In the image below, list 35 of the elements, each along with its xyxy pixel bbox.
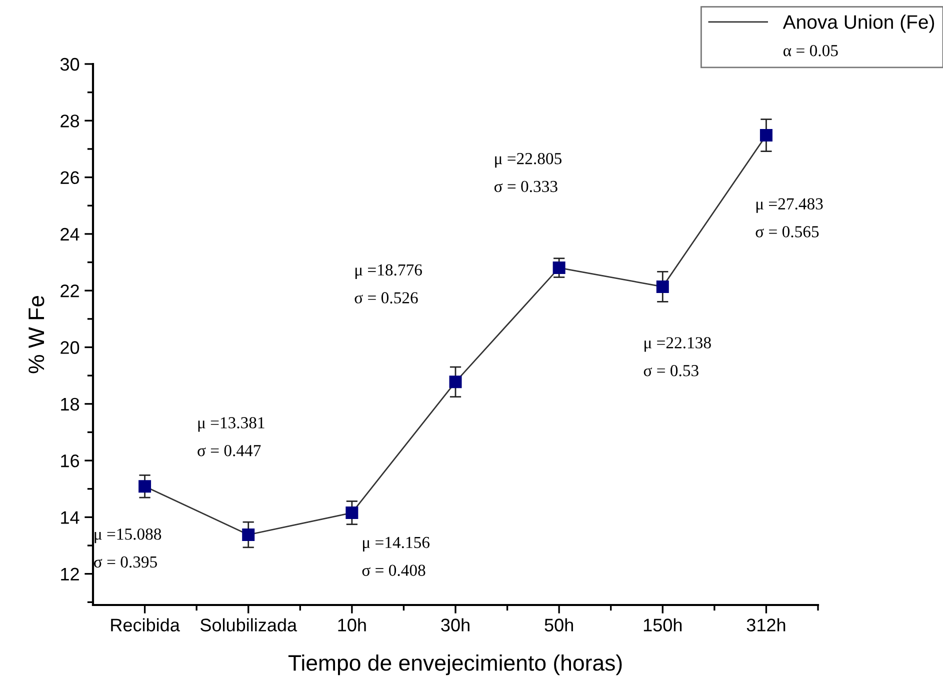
annotation: μ =14.156 σ = 0.408 (362, 536, 430, 576)
point (242, 528, 255, 541)
y-axis-title: % W Fe (28, 296, 44, 374)
y-tick-label: 16 (61, 454, 80, 468)
y-tick-label: 30 (60, 58, 80, 71)
y-tick-label: 12 (61, 568, 79, 580)
point (760, 129, 772, 142)
x-tick-label: Recibida (111, 618, 180, 632)
annotation: μ =15.088 σ = 0.395 (94, 528, 162, 568)
point (449, 376, 462, 388)
point (346, 506, 358, 520)
annotation: μ =27.483 σ = 0.565 (756, 198, 823, 238)
legend-label: Anova Union (Fe) (782, 14, 934, 33)
annotation: μ =22.138 σ = 0.53 (644, 337, 711, 376)
y-tick-label: 26 (60, 171, 80, 184)
annotation: μ =22.805 σ = 0.333 (494, 152, 562, 192)
point (552, 262, 566, 274)
y-tick-label: 20 (60, 341, 80, 354)
x-tick-label: 312h (746, 618, 786, 632)
y-tick-label: 18 (61, 398, 80, 411)
x-tick-label: 150h (644, 618, 682, 632)
y-tick-label: 22 (60, 284, 79, 298)
point (656, 280, 669, 293)
x-tick-label: 30h (441, 618, 470, 632)
x-tick-label: Solubilizada (200, 618, 298, 632)
y-tick-label: 24 (60, 228, 80, 240)
point (138, 480, 152, 493)
y-tick-label: 28 (60, 114, 80, 128)
annotation: μ =18.776 σ = 0.526 (354, 264, 422, 304)
x-axis-title: Tiempo de envejecimiento (horas) (288, 654, 622, 676)
x-tick-label: 50h (544, 618, 573, 632)
x-tick-label: 10h (338, 618, 366, 632)
annotation: μ =13.381 σ = 0.447 (198, 417, 264, 456)
y-tick-label: 14 (61, 511, 80, 524)
text: α = 0.05 (783, 44, 838, 56)
